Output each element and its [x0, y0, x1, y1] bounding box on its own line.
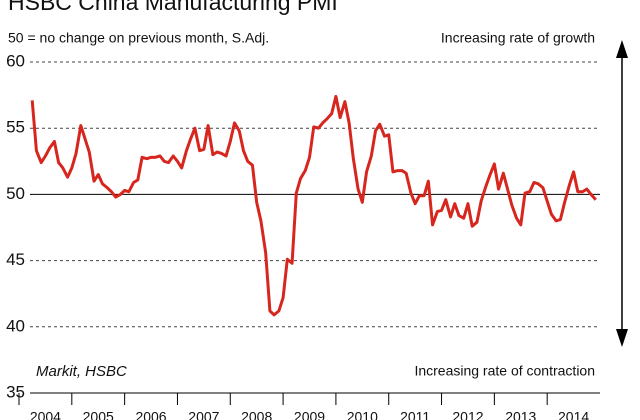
source: Markit, HSBC: [36, 363, 127, 380]
x-tick-label: 2012: [452, 409, 483, 420]
x-tick-label: 2013: [505, 409, 536, 420]
x-tick-label: 2005: [83, 409, 114, 420]
direction-arrow: [616, 40, 628, 347]
y-tick-label: 50: [6, 184, 25, 203]
data-line: [30, 94, 597, 317]
annotation: Increasing rate of growth: [441, 30, 595, 46]
x-tick-label: 2008: [241, 409, 272, 420]
annotation: Increasing rate of contraction: [414, 363, 595, 379]
y-tick-label: 35: [6, 382, 25, 401]
y-tick-label: 40: [6, 316, 25, 335]
y-tick-label: 60: [6, 51, 25, 70]
x-tick-label: 2014: [558, 409, 589, 420]
x-tick-label: 2011: [400, 409, 430, 420]
x-tick-label: 2007: [188, 409, 219, 420]
chart-subtitle: 50 = no change on previous month, S.Adj.: [8, 30, 269, 46]
y-tick-label: 45: [6, 250, 25, 269]
x-tick-label: 2006: [135, 409, 166, 420]
x-tick-label: 2009: [294, 409, 325, 420]
x-tick-label: 2004: [30, 409, 61, 420]
x-tick-label: 2010: [347, 409, 378, 420]
chart-title: HSBC China Manufacturing PMI: [8, 0, 338, 15]
y-tick-label: 55: [6, 118, 25, 137]
